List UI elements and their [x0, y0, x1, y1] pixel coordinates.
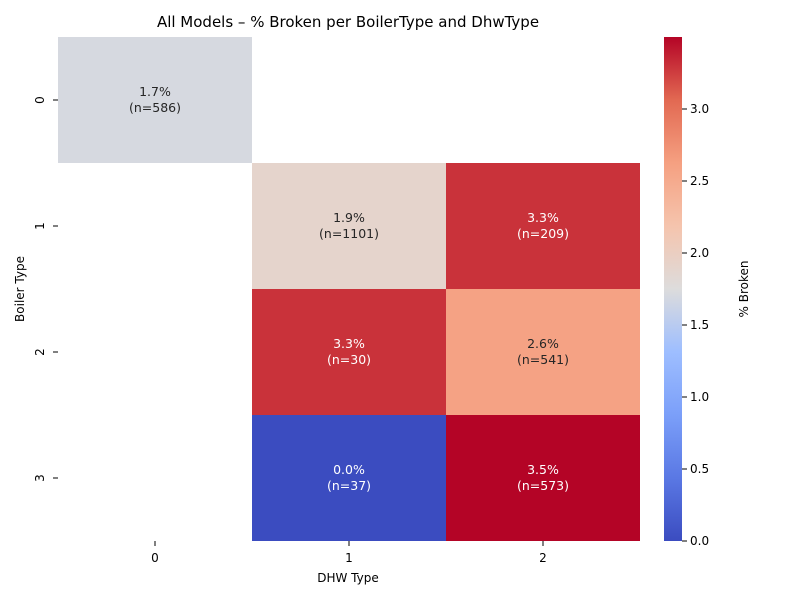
y-tick-label-2: 2	[33, 348, 47, 356]
heatmap-cell-3-2	[446, 415, 640, 541]
colorbar-tick-label-0.5: 0.5	[690, 462, 709, 476]
x-tick-label-0: 0	[151, 551, 159, 565]
x-axis-ticks: 0 1 2	[151, 541, 547, 565]
cell-count-label-3-2: (n=573)	[517, 478, 569, 493]
cell-value-label-2-2: 2.6%	[527, 336, 559, 351]
heatmap-cell-2-2	[446, 289, 640, 415]
colorbar-tick-label-0.0: 0.0	[690, 534, 709, 548]
colorbar-tick-label-1.0: 1.0	[690, 390, 709, 404]
heatmap-cell-0-0	[58, 37, 252, 163]
colorbar-tick-label-1.5: 1.5	[690, 318, 709, 332]
colorbar-tick-label-2.5: 2.5	[690, 174, 709, 188]
x-axis-label: DHW Type	[317, 571, 379, 585]
heatmap-cell-1-1	[252, 163, 446, 289]
heatmap-cell-1-2	[446, 163, 640, 289]
cell-count-label-0-0: (n=586)	[129, 100, 181, 115]
heatmap-cells: 1.7%(n=586)1.9%(n=1101)3.3%(n=209)3.3%(n…	[58, 37, 640, 541]
cell-count-label-2-2: (n=541)	[517, 352, 569, 367]
y-tick-label-3: 3	[33, 474, 47, 482]
colorbar-tick-label-3.0: 3.0	[690, 102, 709, 116]
cell-value-label-1-2: 3.3%	[527, 210, 559, 225]
cell-count-label-1-2: (n=209)	[517, 226, 569, 241]
cell-value-label-3-1: 0.0%	[333, 462, 365, 477]
cell-value-label-1-1: 1.9%	[333, 210, 365, 225]
cell-count-label-1-1: (n=1101)	[319, 226, 379, 241]
colorbar	[664, 37, 682, 541]
chart-title: All Models – % Broken per BoilerType and…	[157, 13, 539, 31]
heatmap-cell-3-1	[252, 415, 446, 541]
colorbar-label: % Broken	[737, 261, 751, 318]
cell-value-label-2-1: 3.3%	[333, 336, 365, 351]
colorbar-ticks: 0.0 0.5 1.0 1.5 2.0 2.5 3.0	[682, 102, 709, 548]
y-tick-label-0: 0	[33, 96, 47, 104]
cell-count-label-3-1: (n=37)	[327, 478, 371, 493]
heatmap-cell-2-1	[252, 289, 446, 415]
y-axis-label: Boiler Type	[13, 256, 27, 322]
y-tick-label-1: 1	[33, 222, 47, 230]
cell-count-label-2-1: (n=30)	[327, 352, 371, 367]
cell-value-label-0-0: 1.7%	[139, 84, 171, 99]
x-tick-label-1: 1	[345, 551, 353, 565]
cell-value-label-3-2: 3.5%	[527, 462, 559, 477]
y-axis-ticks: 0 1 2 3	[33, 96, 58, 482]
x-tick-label-2: 2	[539, 551, 547, 565]
colorbar-tick-label-2.0: 2.0	[690, 246, 709, 260]
